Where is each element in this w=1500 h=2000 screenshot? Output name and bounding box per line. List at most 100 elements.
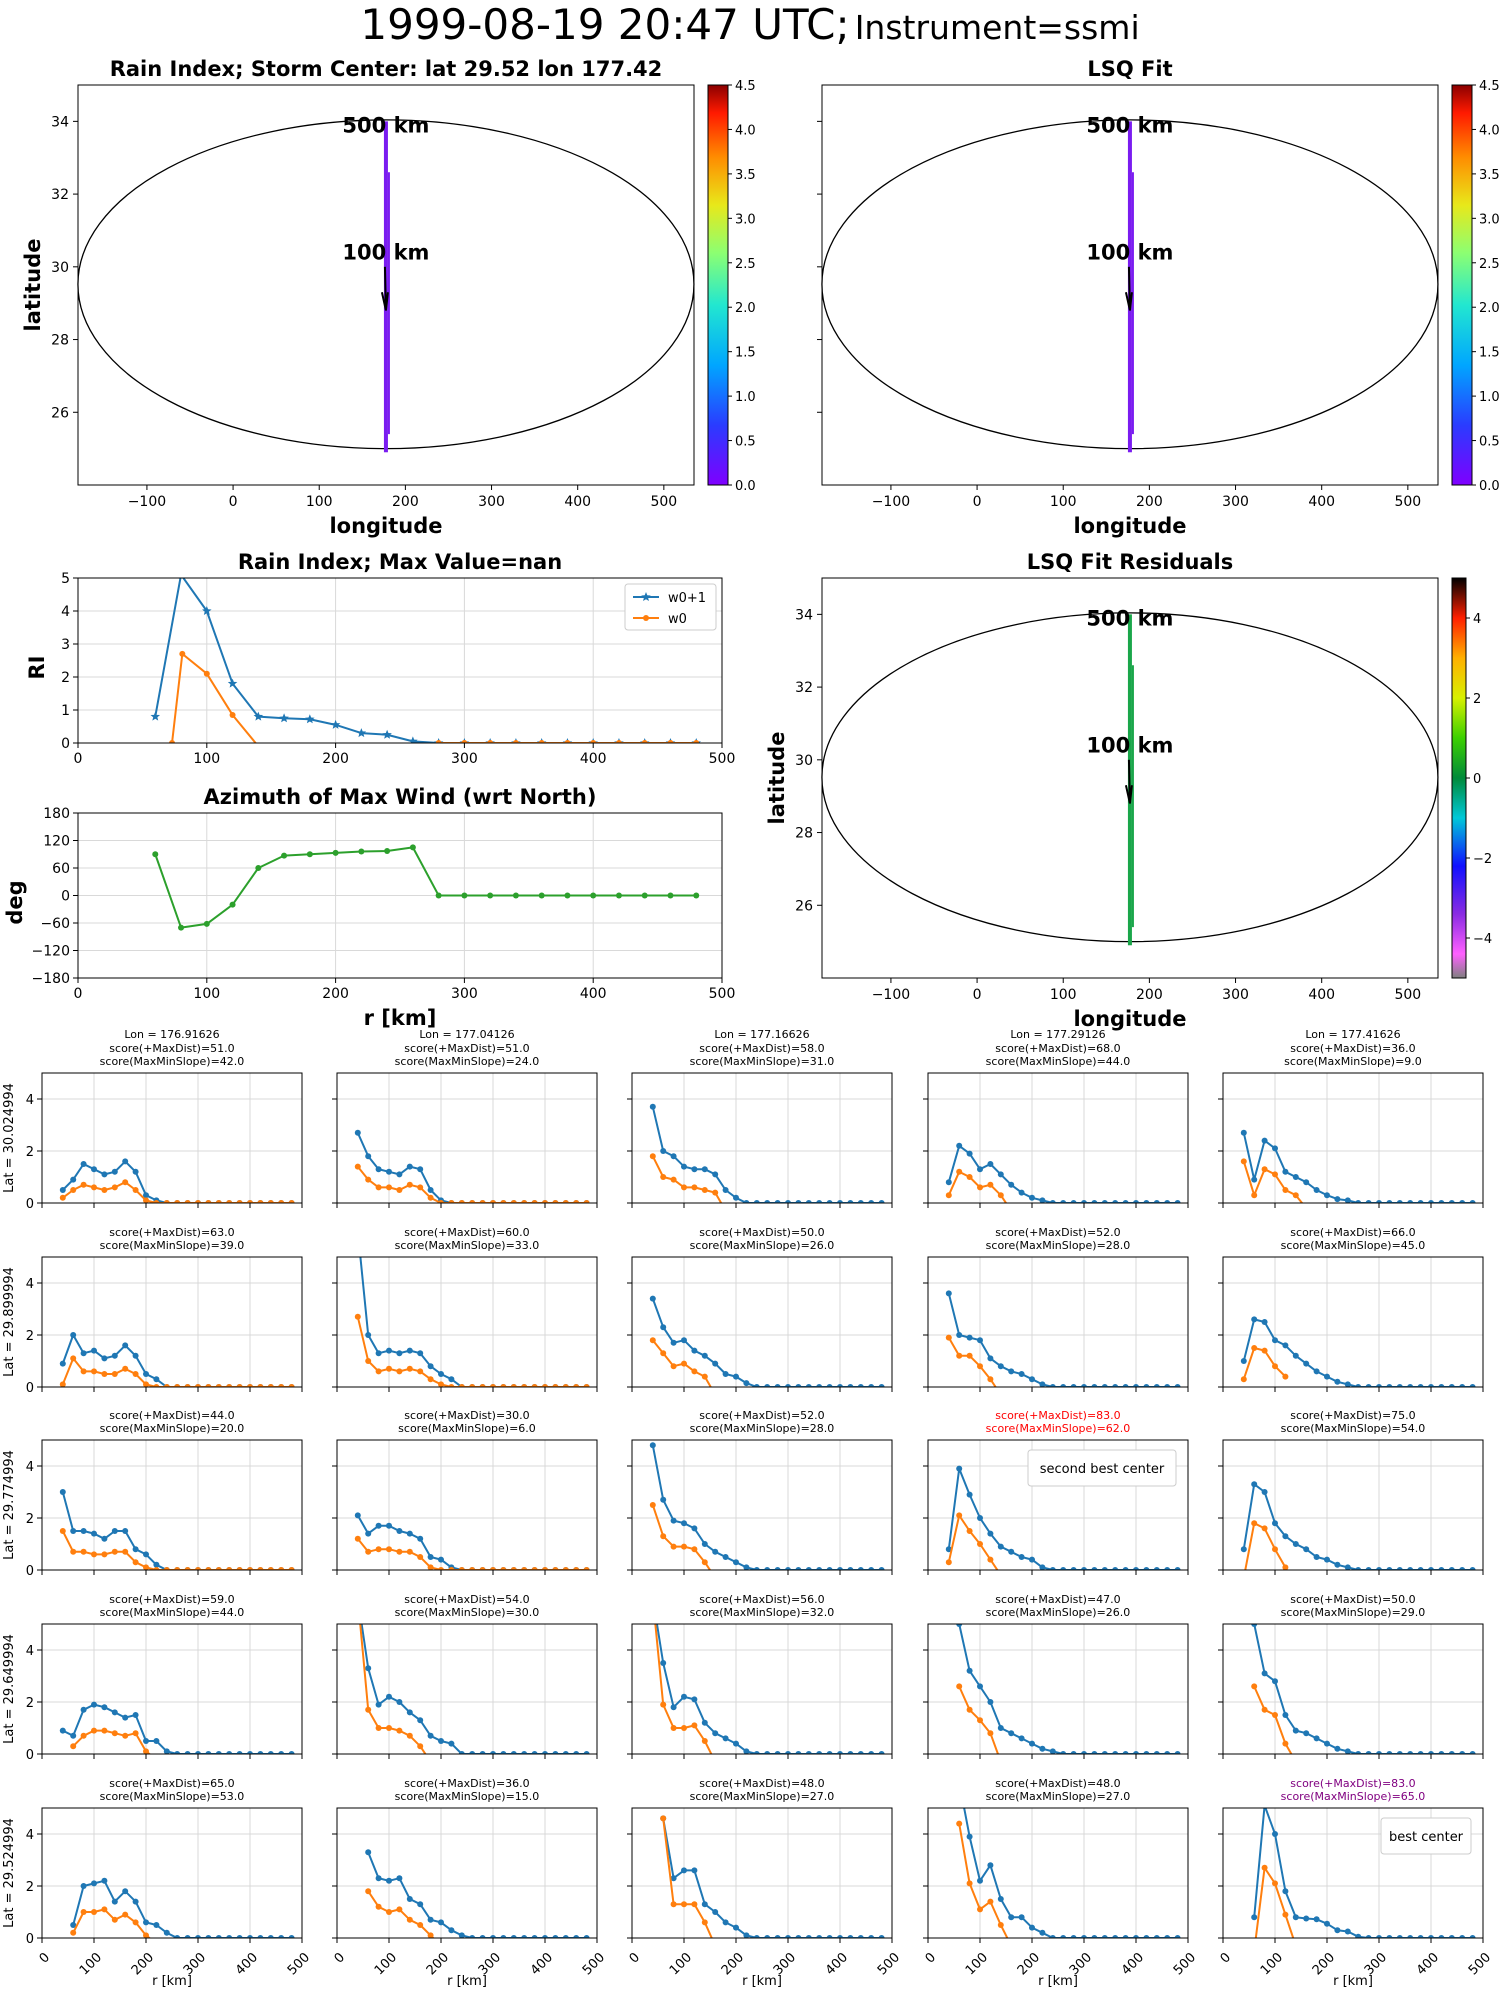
x-tick-label: 100 bbox=[306, 494, 333, 510]
candidate-w0p1-point bbox=[1049, 1935, 1056, 1938]
score-maxdist: score(+MaxDist)=68.0 bbox=[995, 1042, 1120, 1055]
candidate-legend-box bbox=[1027, 1449, 1177, 1487]
candidate-w0-point bbox=[670, 1363, 677, 1370]
candidate-w0-point bbox=[649, 1153, 656, 1160]
candidate-w0-point bbox=[1282, 1740, 1289, 1747]
candidate-w0p1-point bbox=[101, 1877, 108, 1884]
candidate-w0p1-point bbox=[764, 1567, 771, 1570]
candidate-w0-point bbox=[122, 1365, 129, 1372]
candidate-w0p1-point bbox=[681, 1163, 687, 1170]
candidate-w0p1-point bbox=[712, 1909, 719, 1915]
score-maxdist: score(+MaxDist)=36.0 bbox=[404, 1777, 529, 1790]
candidate-w0-point bbox=[500, 1567, 507, 1570]
candidate-w0p1-point bbox=[764, 1935, 771, 1938]
azimuth-point bbox=[538, 892, 545, 899]
candidate-w0p1-point bbox=[1355, 1567, 1362, 1570]
candidate-w0-point bbox=[111, 1548, 118, 1555]
candidate-w0p1-point bbox=[1417, 1384, 1424, 1387]
azimuth-point bbox=[435, 892, 442, 899]
score-maxdist: score(+MaxDist)=52.0 bbox=[995, 1226, 1120, 1239]
candidate-w0p1-point bbox=[1164, 1751, 1171, 1754]
candidate-w0p1-point bbox=[649, 1442, 656, 1449]
candidate-w0-point bbox=[184, 1200, 191, 1203]
candidate-w0p1-point bbox=[396, 1171, 403, 1178]
candidate-w0-line bbox=[359, 1624, 427, 1754]
x-tick-label: 400 bbox=[580, 751, 607, 767]
candidate-w0p1-point bbox=[878, 1200, 885, 1203]
x-tick-label: 100 bbox=[193, 986, 220, 1002]
candidate-w0p1-point bbox=[573, 1751, 580, 1754]
candidate-w0p1-point bbox=[1112, 1384, 1119, 1387]
candidate-w0-point bbox=[365, 1888, 372, 1895]
candidate-w0p1-point bbox=[91, 1530, 97, 1537]
candidate-w0p1-point bbox=[785, 1935, 791, 1938]
candidate-w0p1-point bbox=[1039, 1929, 1046, 1936]
y-tick-label: 4 bbox=[26, 1093, 34, 1108]
candidate-w0p1-point bbox=[500, 1935, 507, 1938]
candidate-w0p1-point bbox=[691, 1867, 698, 1874]
candidate-w0p1-point bbox=[1174, 1567, 1181, 1570]
candidate-w0p1-point bbox=[1396, 1935, 1403, 1938]
y-tick-label: 60 bbox=[52, 861, 70, 877]
candidate-w0-point bbox=[583, 1384, 590, 1387]
candidate-plot-area bbox=[59, 1701, 295, 1754]
candidate-w0p1-point bbox=[1303, 1360, 1310, 1367]
y-tick-label: 28 bbox=[51, 333, 69, 349]
y-tick-label: 0 bbox=[26, 1748, 34, 1763]
candidate-w0p1-point bbox=[386, 1168, 392, 1175]
candidate-w0-point bbox=[101, 1727, 108, 1734]
azimuth-point bbox=[512, 892, 519, 899]
candidate-w0p1-line bbox=[1242, 1318, 1473, 1387]
candidate-w0p1-point bbox=[753, 1751, 760, 1754]
y-tick-label: 34 bbox=[51, 114, 69, 130]
y-tick-label: 180 bbox=[43, 806, 70, 822]
candidate-w0p1-point bbox=[1060, 1384, 1067, 1387]
candidate-w0p1-line bbox=[963, 1808, 1178, 1938]
candidate-w0-point bbox=[80, 1909, 87, 1915]
legend-label-w0p1: w0+1 bbox=[668, 591, 706, 606]
candidate-w0p1-point bbox=[743, 1564, 750, 1570]
candidate-w0p1-point bbox=[868, 1567, 875, 1570]
x-tick-label: 0 bbox=[923, 1950, 939, 1966]
candidate-w0-point bbox=[438, 1200, 444, 1203]
candidate-w0p1-point bbox=[1143, 1567, 1150, 1570]
candidate-w0-point bbox=[670, 1901, 677, 1908]
candidate-w0p1-point bbox=[712, 1548, 719, 1555]
candidate-w0p1-point bbox=[122, 1158, 129, 1165]
candidate-w0-point bbox=[174, 1200, 181, 1203]
candidate-w0p1-point bbox=[837, 1751, 843, 1754]
candidate-w0-point bbox=[945, 1192, 952, 1199]
x-tick-label: 400 bbox=[1414, 1950, 1442, 1978]
candidate-w0-point bbox=[573, 1200, 580, 1203]
lsq-map-xlabel: longitude bbox=[1073, 514, 1186, 538]
candidate-w0-point bbox=[205, 1200, 212, 1203]
candidate-w0-point bbox=[966, 1352, 973, 1359]
candidate-w0p1-point bbox=[1153, 1751, 1160, 1754]
candidate-w0-point bbox=[681, 1543, 687, 1550]
candidate-w0-point bbox=[278, 1384, 285, 1387]
candidate-w0p1-point bbox=[80, 1706, 87, 1713]
score-maxminslope: score(MaxMinSlope)=27.0 bbox=[690, 1790, 835, 1803]
candidate-w0p1-point bbox=[1282, 1168, 1289, 1175]
candidate-w0p1-point bbox=[753, 1567, 760, 1570]
candidate-w0-point bbox=[174, 1384, 181, 1387]
candidate-w0-point bbox=[1292, 1192, 1299, 1199]
score-maxdist: score(+MaxDist)=48.0 bbox=[995, 1777, 1120, 1790]
candidate-w0p1-point bbox=[847, 1200, 854, 1203]
candidate-w0-point bbox=[101, 1906, 108, 1913]
candidate-w0p1-point bbox=[1174, 1751, 1181, 1754]
candidate-w0-point bbox=[701, 1919, 708, 1926]
candidate-w0-point bbox=[649, 1337, 656, 1344]
candidate-w0p1-point bbox=[987, 1161, 994, 1167]
candidate-w0-point bbox=[945, 1559, 952, 1566]
candidate-w0p1-point bbox=[1060, 1200, 1067, 1203]
candidate-w0p1-point bbox=[143, 1371, 149, 1377]
candidate-w0p1-point bbox=[1417, 1751, 1424, 1754]
candidate-w0p1-point bbox=[80, 1161, 87, 1167]
candidate-w0p1-point bbox=[448, 1740, 455, 1747]
azimuth-point bbox=[229, 901, 236, 908]
candidate-panel-r5-c5: score(+MaxDist)=83.0score(MaxMinSlope)=6… bbox=[1218, 1777, 1494, 1989]
candidate-w0-point bbox=[195, 1567, 201, 1570]
x-tick-label: 100 bbox=[963, 1950, 991, 1978]
series-w0p1-point bbox=[382, 729, 392, 739]
